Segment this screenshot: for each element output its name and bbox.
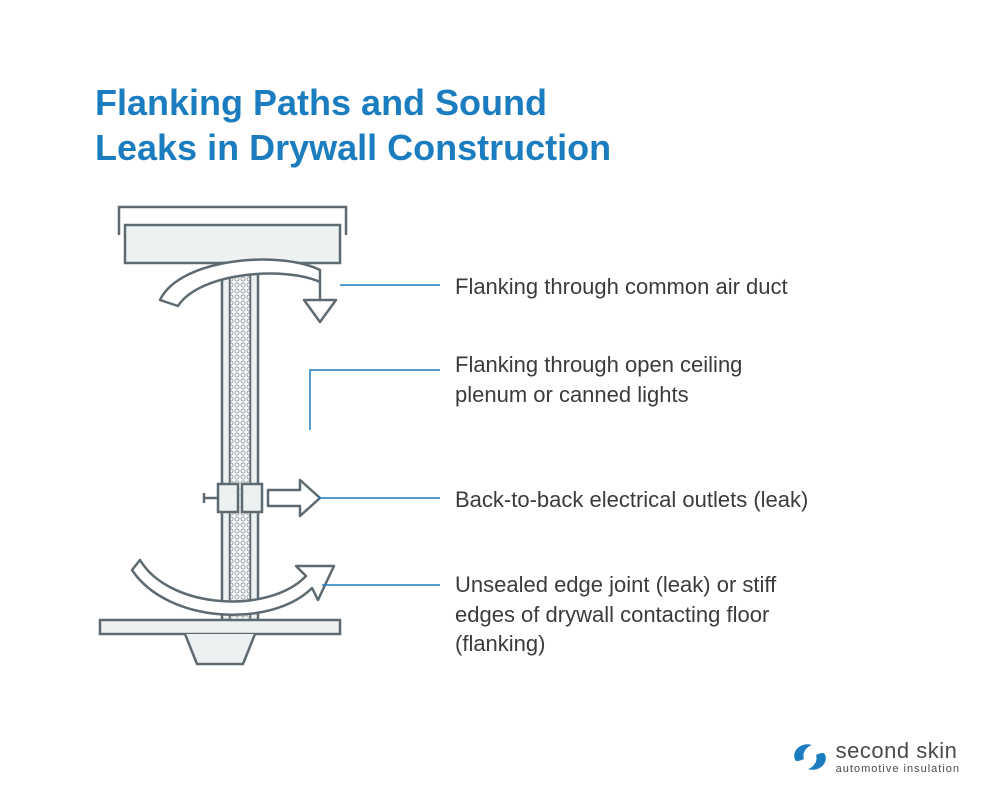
- outlet-box-left: [218, 484, 238, 512]
- brand-logo: second skin automotive insulation: [790, 739, 960, 775]
- floor-slab: [100, 620, 340, 634]
- logo-text-sub: automotive insulation: [836, 764, 960, 775]
- drywall-right: [250, 263, 258, 620]
- logo-text-main: second skin: [836, 740, 960, 762]
- leader-line-1: [310, 370, 440, 430]
- drywall-left: [222, 263, 230, 620]
- diagram-label-3: Unsealed edge joint (leak) or stiffedges…: [455, 570, 776, 659]
- logo-swirl-icon: [790, 739, 830, 775]
- arrow-outlet: [268, 480, 320, 516]
- diagram-label-2: Back-to-back electrical outlets (leak): [455, 485, 808, 515]
- diagram-label-1: Flanking through open ceilingplenum or c…: [455, 350, 742, 409]
- air-duct: [125, 225, 340, 263]
- wall-insulation: [230, 263, 250, 620]
- floor-beam: [185, 634, 255, 664]
- diagram-label-0: Flanking through common air duct: [455, 272, 788, 302]
- outlet-box-right: [242, 484, 262, 512]
